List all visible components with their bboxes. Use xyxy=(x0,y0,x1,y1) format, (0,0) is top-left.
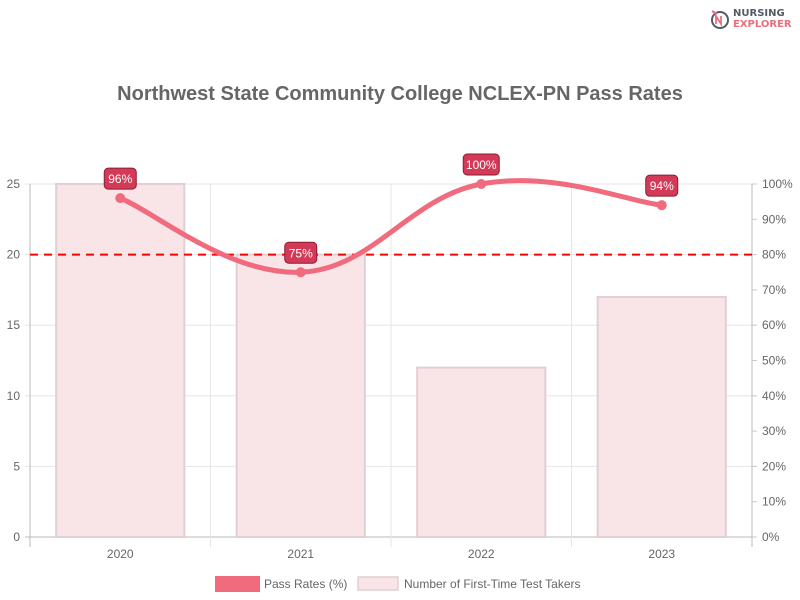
logo-icon xyxy=(711,10,729,29)
data-label: 94% xyxy=(650,179,674,193)
y-right-tick-label: 20% xyxy=(762,459,786,473)
pass-rate-point xyxy=(476,179,487,189)
y-left-tick-label: 15 xyxy=(7,318,21,332)
y-left-tick-label: 5 xyxy=(13,459,20,473)
logo-line2: EXPLORER xyxy=(733,19,792,30)
y-right-tick-label: 50% xyxy=(762,354,786,368)
bar-2021 xyxy=(235,253,366,538)
data-label-box xyxy=(462,153,500,176)
y-left-tick-label: 25 xyxy=(7,177,21,191)
logo-line1: NURSING xyxy=(733,8,785,19)
legend-swatch-test-takers xyxy=(357,576,399,591)
y-right-tick-label: 70% xyxy=(762,283,786,297)
x-tick-label: 2021 xyxy=(287,547,314,561)
legend-label-test-takers: Number of First-Time Test Takers xyxy=(404,577,580,591)
y-right-tick-label: 100% xyxy=(762,177,793,191)
data-label: 96% xyxy=(108,172,132,186)
bar-2023 xyxy=(596,295,727,538)
legend-label-pass-rates: Pass Rates (%) xyxy=(264,577,347,591)
y-left-tick-label: 10 xyxy=(7,389,21,403)
data-label: 75% xyxy=(289,246,313,260)
data-label-box xyxy=(645,174,679,197)
bar-2020 xyxy=(55,183,186,538)
y-right-tick-label: 30% xyxy=(762,424,786,438)
y-right-tick-label: 10% xyxy=(762,495,786,509)
y-right-tick-label: 60% xyxy=(762,318,786,332)
pass-rate-line xyxy=(119,178,663,275)
x-tick-label: 2022 xyxy=(468,547,495,561)
data-label-box xyxy=(284,241,318,264)
data-label-box xyxy=(103,167,137,190)
x-tick-label: 2023 xyxy=(648,547,675,561)
chart-title: Northwest State Community College NCLEX-… xyxy=(117,83,683,105)
pass-rate-point xyxy=(115,193,126,204)
legend-swatch-pass-rates xyxy=(215,576,260,592)
nursing-explorer-logo: NURSING EXPLORER xyxy=(710,8,792,30)
y-right-tick-label: 0% xyxy=(762,530,780,544)
x-tick-label: 2020 xyxy=(107,547,134,561)
pass-rate-point xyxy=(656,200,667,211)
y-right-tick-label: 90% xyxy=(762,212,786,226)
y-left-tick-label: 20 xyxy=(7,248,21,262)
y-right-tick-label: 40% xyxy=(762,389,786,403)
y-right-tick-label: 80% xyxy=(762,248,786,262)
bar-2022 xyxy=(416,366,547,538)
data-label: 100% xyxy=(466,158,497,172)
pass-rate-point xyxy=(295,267,306,278)
y-left-tick-label: 0 xyxy=(13,530,20,544)
